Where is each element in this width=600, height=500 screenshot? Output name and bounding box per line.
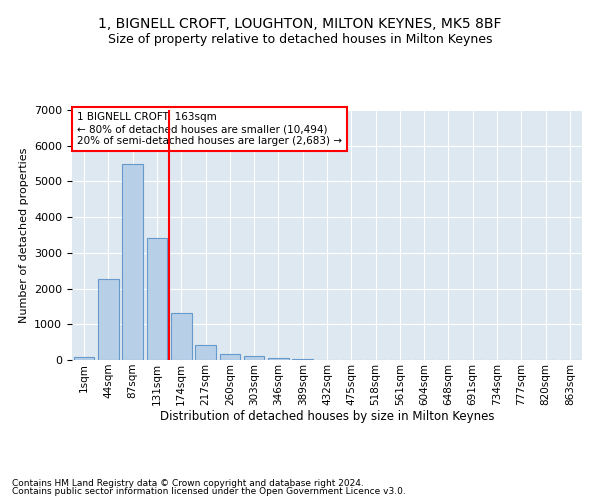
- Y-axis label: Number of detached properties: Number of detached properties: [19, 148, 29, 322]
- Bar: [74, 358, 94, 360]
- Bar: [244, 356, 265, 360]
- Text: Size of property relative to detached houses in Milton Keynes: Size of property relative to detached ho…: [108, 32, 492, 46]
- Text: Contains public sector information licensed under the Open Government Licence v3: Contains public sector information licen…: [12, 487, 406, 496]
- Bar: [195, 345, 216, 360]
- Bar: [146, 238, 167, 360]
- Text: Contains HM Land Registry data © Crown copyright and database right 2024.: Contains HM Land Registry data © Crown c…: [12, 478, 364, 488]
- Bar: [171, 313, 191, 360]
- Text: 1 BIGNELL CROFT: 163sqm
← 80% of detached houses are smaller (10,494)
20% of sem: 1 BIGNELL CROFT: 163sqm ← 80% of detache…: [77, 112, 342, 146]
- Bar: [220, 354, 240, 360]
- Bar: [98, 278, 119, 360]
- Text: 1, BIGNELL CROFT, LOUGHTON, MILTON KEYNES, MK5 8BF: 1, BIGNELL CROFT, LOUGHTON, MILTON KEYNE…: [98, 18, 502, 32]
- Bar: [292, 359, 313, 360]
- X-axis label: Distribution of detached houses by size in Milton Keynes: Distribution of detached houses by size …: [160, 410, 494, 424]
- Bar: [268, 358, 289, 360]
- Bar: [122, 164, 143, 360]
